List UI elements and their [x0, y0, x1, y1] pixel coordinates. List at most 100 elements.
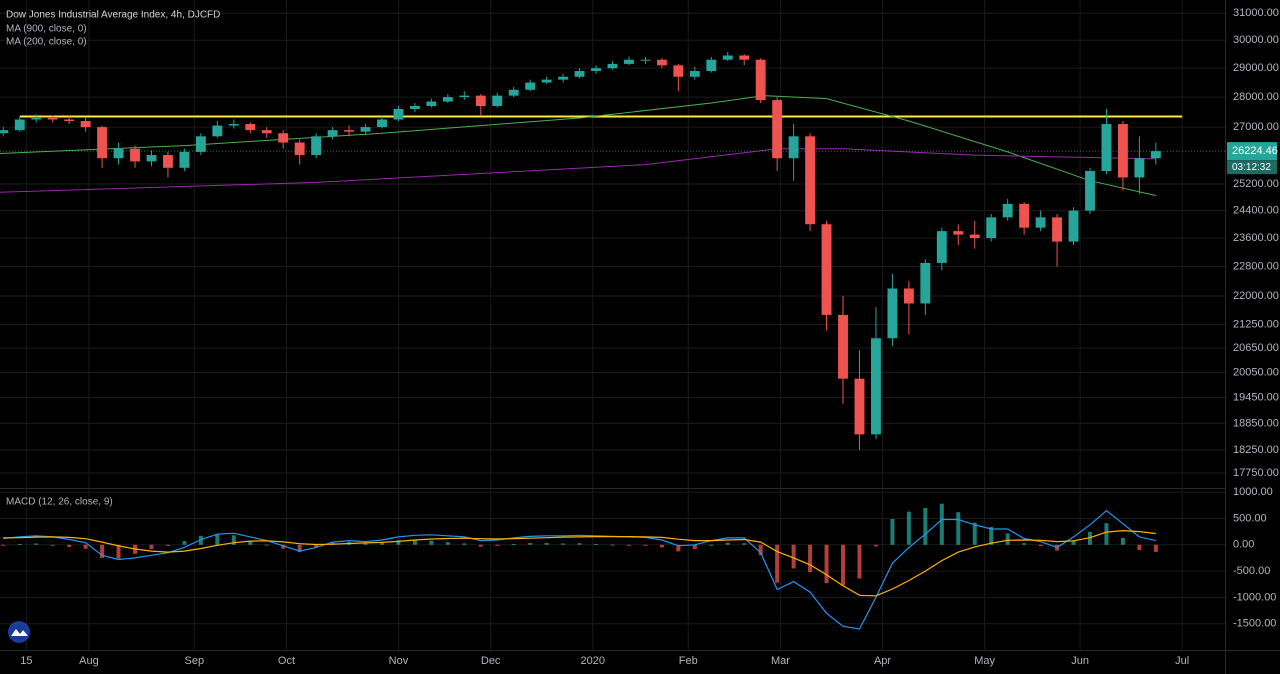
- histogram-bar: [281, 544, 286, 549]
- histogram-bar: [198, 535, 203, 545]
- candle-body: [969, 234, 980, 239]
- histogram-bar: [808, 544, 813, 573]
- histogram-bar: [528, 542, 533, 545]
- y-tick-label: 22000.00: [1233, 290, 1279, 302]
- legend-entry: MA (200, close, 0): [6, 37, 87, 48]
- y-tick-label: 17750.00: [1233, 467, 1279, 479]
- histogram-bar: [165, 544, 170, 546]
- candle-body: [47, 117, 58, 120]
- y-tick-label: 18250.00: [1233, 444, 1279, 456]
- histogram-bar: [709, 544, 714, 546]
- candle-body: [689, 71, 700, 77]
- histogram-bar: [1005, 533, 1010, 545]
- candle-body: [805, 136, 816, 225]
- grid: [0, 0, 1225, 650]
- candle-body: [80, 121, 91, 128]
- histogram-bar: [643, 544, 648, 546]
- histogram-bar: [231, 535, 236, 545]
- candle-body: [1019, 203, 1030, 228]
- histogram-bar: [248, 540, 253, 545]
- y-tick-label: 30000.00: [1233, 34, 1279, 46]
- y-tick-label: 27000.00: [1233, 121, 1279, 133]
- candle-body: [903, 288, 914, 304]
- histogram-bar: [445, 542, 450, 545]
- histogram-bar: [1153, 544, 1158, 552]
- candle-body: [591, 68, 601, 72]
- y-tick-label: 19450.00: [1233, 391, 1279, 403]
- candle-body: [459, 95, 470, 98]
- price-tag-label: 26224.46: [1232, 145, 1278, 157]
- candle-body: [541, 79, 552, 83]
- histogram-bar: [396, 540, 401, 545]
- candle-body: [475, 95, 486, 106]
- histogram-bar: [939, 503, 944, 545]
- histogram-bar: [116, 544, 121, 559]
- histogram-bar: [83, 544, 88, 549]
- candle-body: [113, 148, 124, 159]
- candle-body: [14, 119, 25, 131]
- candle-body: [228, 124, 239, 126]
- candle-body: [986, 217, 997, 239]
- histogram-bar: [923, 507, 928, 545]
- logo[interactable]: [8, 621, 30, 643]
- histogram-bar: [594, 543, 599, 545]
- histogram-bar: [264, 544, 269, 546]
- x-tick-label: Feb: [679, 655, 698, 667]
- candle-body: [525, 82, 536, 90]
- histogram-bar: [758, 544, 763, 556]
- candle-body: [953, 231, 964, 235]
- candle-body: [838, 314, 848, 379]
- candle-body: [130, 148, 140, 162]
- candle-body: [163, 155, 173, 168]
- candle-body: [327, 130, 338, 137]
- candle-body: [1068, 210, 1079, 242]
- x-tick-label: Aug: [79, 655, 99, 667]
- histogram-bar: [297, 544, 302, 553]
- histogram-bar: [314, 544, 319, 548]
- candle-body: [0, 130, 9, 134]
- candle-body: [656, 59, 667, 66]
- y-tick-label: 22800.00: [1233, 260, 1279, 272]
- histogram-bar: [972, 522, 977, 545]
- candle-body: [360, 127, 371, 132]
- y-tick-label: 31000.00: [1233, 7, 1279, 19]
- y-tick-label: 18850.00: [1233, 417, 1279, 429]
- candle-body: [936, 231, 947, 263]
- candle-body: [508, 89, 519, 96]
- candle-body: [311, 136, 322, 156]
- histogram-bar: [1, 544, 6, 546]
- histogram-bar: [725, 542, 730, 545]
- y-tick-label: -1500.00: [1233, 618, 1276, 630]
- legend-entry: MA (900, close, 0): [6, 24, 87, 35]
- y-tick-label: 1000.00: [1233, 486, 1273, 498]
- histogram-bar: [873, 544, 878, 547]
- histogram-bar: [1087, 531, 1092, 545]
- candle-body: [492, 95, 503, 106]
- histogram-bar: [890, 518, 895, 545]
- y-tick-label: -1000.00: [1233, 591, 1276, 603]
- histogram-bar: [67, 544, 72, 547]
- macd-title: MACD (12, 26, close, 9): [6, 497, 113, 508]
- histogram-bar: [100, 544, 105, 558]
- candle-body: [377, 119, 387, 128]
- candle-body: [409, 105, 420, 109]
- y-tick-label: 20650.00: [1233, 342, 1279, 354]
- x-tick-label: May: [974, 655, 995, 667]
- histogram-bar: [742, 543, 747, 545]
- candle-body: [245, 124, 256, 131]
- y-tick-label: -500.00: [1233, 565, 1270, 577]
- histogram-bar: [1104, 523, 1109, 545]
- histogram-bar: [379, 542, 384, 545]
- candle-body: [344, 130, 354, 132]
- histogram-bar: [1137, 544, 1142, 551]
- macd-line: [3, 509, 1156, 630]
- x-tick-label: Mar: [771, 655, 790, 667]
- histogram-bar: [544, 542, 549, 545]
- candle-body: [772, 100, 783, 159]
- candle-body: [294, 142, 305, 156]
- candle-body: [739, 55, 750, 60]
- histogram-bar: [857, 544, 862, 579]
- logo-icon[interactable]: [11, 629, 28, 636]
- logo-circle[interactable]: [8, 621, 30, 643]
